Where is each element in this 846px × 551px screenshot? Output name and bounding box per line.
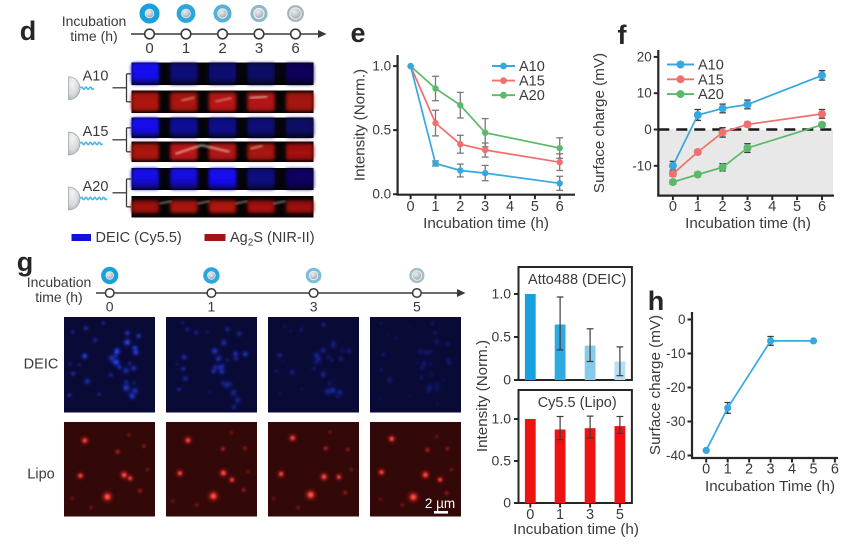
svg-text:Incubation: Incubation — [62, 13, 127, 29]
svg-text:A10: A10 — [698, 58, 724, 74]
svg-text:0.5: 0.5 — [492, 453, 512, 469]
svg-text:6: 6 — [818, 199, 826, 215]
svg-text:Cy5.5 (Lipo): Cy5.5 (Lipo) — [538, 395, 617, 411]
svg-text:3: 3 — [743, 199, 751, 215]
svg-text:DEIC: DEIC — [24, 357, 59, 373]
svg-text:2 µm: 2 µm — [425, 496, 455, 511]
svg-text:Ag2S (NIR-II): Ag2S (NIR-II) — [230, 230, 315, 249]
svg-text:0: 0 — [644, 122, 652, 137]
svg-text:-20: -20 — [666, 380, 686, 395]
svg-text:-10: -10 — [666, 346, 686, 361]
svg-text:20: 20 — [637, 49, 652, 64]
svg-text:5: 5 — [616, 507, 624, 523]
svg-text:Incubation Time (h): Incubation Time (h) — [705, 478, 835, 495]
svg-text:A20: A20 — [519, 88, 545, 104]
svg-text:Incubation time (h): Incubation time (h) — [513, 521, 639, 538]
svg-text:-40: -40 — [666, 448, 686, 463]
svg-text:3: 3 — [255, 40, 263, 57]
svg-text:6: 6 — [291, 40, 299, 57]
svg-text:DEIC (Cy5.5): DEIC (Cy5.5) — [96, 230, 182, 246]
svg-text:1.0: 1.0 — [492, 411, 512, 427]
svg-text:5: 5 — [809, 462, 817, 478]
svg-text:1: 1 — [182, 40, 190, 57]
svg-text:2: 2 — [218, 40, 226, 57]
svg-text:time (h): time (h) — [70, 28, 117, 44]
svg-text:Intensity (Norm.): Intensity (Norm.) — [352, 69, 369, 181]
svg-text:0: 0 — [145, 40, 153, 57]
svg-text:6: 6 — [831, 462, 839, 478]
svg-text:5: 5 — [531, 199, 539, 215]
svg-text:Surface charge (mV): Surface charge (mV) — [647, 315, 664, 455]
svg-text:-30: -30 — [666, 414, 686, 429]
svg-text:0: 0 — [503, 495, 511, 511]
svg-text:5: 5 — [413, 299, 421, 315]
svg-text:0: 0 — [526, 507, 534, 523]
svg-text:0.5: 0.5 — [372, 123, 391, 138]
svg-text:A10: A10 — [519, 59, 545, 75]
svg-text:Lipo: Lipo — [27, 467, 54, 483]
svg-text:0.5: 0.5 — [492, 329, 512, 345]
svg-text:A10: A10 — [83, 69, 109, 85]
svg-text:-10: -10 — [632, 158, 652, 173]
svg-text:6: 6 — [556, 199, 564, 215]
svg-text:0: 0 — [669, 199, 677, 215]
svg-text:2: 2 — [719, 199, 727, 215]
svg-text:1.0: 1.0 — [372, 59, 391, 74]
svg-text:Incubation: Incubation — [27, 274, 92, 290]
svg-text:3: 3 — [310, 299, 318, 315]
svg-text:0: 0 — [407, 199, 415, 215]
svg-text:d: d — [20, 16, 37, 46]
svg-text:10: 10 — [637, 86, 652, 101]
svg-text:2: 2 — [745, 462, 753, 478]
svg-text:time (h): time (h) — [35, 289, 82, 305]
svg-text:0: 0 — [678, 312, 686, 327]
svg-text:2: 2 — [456, 199, 464, 215]
svg-text:4: 4 — [506, 199, 514, 215]
svg-text:Incubation time (h): Incubation time (h) — [423, 215, 549, 232]
svg-text:1: 1 — [208, 299, 216, 315]
svg-text:1: 1 — [724, 462, 732, 478]
svg-text:1: 1 — [556, 507, 564, 523]
svg-text:Incubation time (h): Incubation time (h) — [685, 215, 811, 232]
svg-text:Surface charge (mV): Surface charge (mV) — [591, 53, 608, 193]
svg-text:0: 0 — [106, 299, 114, 315]
svg-text:0.0: 0.0 — [372, 187, 391, 202]
svg-text:1.0: 1.0 — [492, 286, 512, 302]
svg-text:Intensity (Norm.): Intensity (Norm.) — [474, 340, 491, 452]
svg-text:A15: A15 — [519, 74, 545, 90]
svg-text:g: g — [17, 247, 34, 277]
svg-text:A20: A20 — [698, 87, 724, 103]
svg-text:A15: A15 — [698, 72, 724, 88]
svg-text:A15: A15 — [83, 124, 109, 140]
svg-text:4: 4 — [788, 462, 796, 478]
svg-text:A20: A20 — [83, 179, 109, 195]
svg-text:1: 1 — [694, 199, 702, 215]
svg-text:3: 3 — [767, 462, 775, 478]
svg-text:0: 0 — [503, 372, 511, 388]
svg-text:0: 0 — [702, 462, 710, 478]
svg-text:h: h — [648, 286, 665, 316]
svg-text:5: 5 — [793, 199, 801, 215]
svg-text:3: 3 — [481, 199, 489, 215]
svg-text:1: 1 — [431, 199, 439, 215]
svg-text:f: f — [618, 20, 628, 50]
svg-text:3: 3 — [586, 507, 594, 523]
svg-text:4: 4 — [768, 199, 776, 215]
svg-text:Atto488 (DEIC): Atto488 (DEIC) — [528, 272, 626, 288]
svg-text:e: e — [350, 18, 365, 48]
